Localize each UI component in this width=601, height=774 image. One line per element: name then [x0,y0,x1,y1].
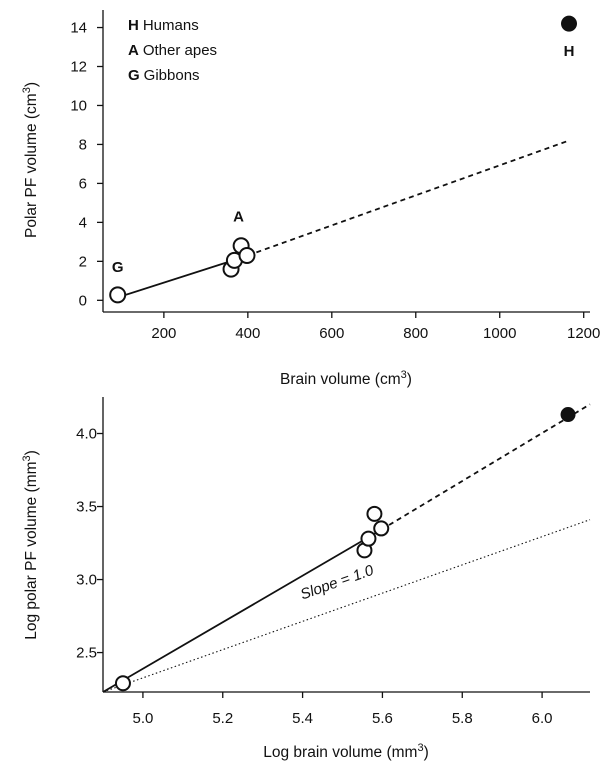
chart-top-y-tick-label: 0 [79,292,87,309]
chart-top-x-tick-label: 200 [151,325,176,342]
chart-top-data-point-human [561,15,578,32]
chart-top-x-tick-label: 1000 [483,325,516,342]
chart-top-points [109,15,578,304]
slope-reference-line [102,519,591,693]
chart-bottom-x-tick-label: 5.6 [372,710,393,727]
chart-bottom-data-point-open [114,675,131,692]
chart-bottom-y-tick-label: 3.5 [76,499,97,516]
chart-bottom-x-axis-title: Log brain volume (mm3) [263,742,429,761]
chart-top-y-tick-label: 8 [79,136,87,153]
chart-top-y-tick-label: 12 [70,59,87,76]
chart-top-y-tick-label: 2 [79,253,87,270]
chart-top-x-axis-title: Brain volume (cm3) [280,369,412,388]
chart-bottom-data-point-open [366,505,383,522]
chart-top-data-point-open [109,286,127,304]
chart-top-ticks: 200 400 600 800 1000 1200 0 2 4 6 8 10 12 14 [70,20,600,342]
chart-bottom-points [114,407,576,692]
chart-top: 200 400 600 800 1000 1200 0 2 4 6 8 10 12 14 G A H H Hum… [21,10,600,388]
chart-bottom: 5.0 5.2 5.4 5.6 5.8 6.0 2.5 3.0 3.5 4.0 Slope = 1… [21,397,591,761]
chart-top-point-label: H [564,43,575,60]
chart-bottom-data-point-human [560,407,576,423]
chart-bottom-y-tick-label: 4.0 [76,426,97,443]
chart-bottom-y-tick-label: 2.5 [76,645,97,662]
chart-top-y-tick-label: 6 [79,175,87,192]
chart-bottom-ticks: 5.0 5.2 5.4 5.6 5.8 6.0 2.5 3.0 3.5 4.0 [76,426,552,727]
chart-top-fit-line-solid [117,257,240,299]
chart-top-point-label: G [112,259,124,276]
chart-top-lines [117,139,570,299]
chart-top-x-tick-label: 1200 [567,325,600,342]
legend-entry-gibbons: G Gibbons [128,67,200,84]
chart-bottom-axes [102,397,590,693]
chart-bottom-x-tick-label: 6.0 [532,710,553,727]
legend-entry-other-apes: A Other apes [128,42,217,59]
chart-top-y-tick-label: 14 [70,20,87,37]
chart-bottom-fit-line-solid [102,533,375,693]
chart-top-x-tick-label: 800 [403,325,428,342]
chart-top-point-label: A [233,208,244,225]
chart-top-point-labels: G A H [112,43,575,276]
chart-bottom-x-tick-label: 5.0 [132,710,153,727]
chart-top-legend: H Humans A Other apes G Gibbons [128,17,217,84]
legend-entry-humans: H Humans [128,17,199,34]
chart-bottom-y-axis-title: Log polar PF volume (mm3) [21,450,40,640]
chart-top-x-tick-label: 600 [319,325,344,342]
chart-bottom-lines [102,403,591,693]
chart-top-data-point-open [238,246,256,264]
chart-bottom-x-tick-label: 5.4 [292,710,313,727]
chart-top-y-tick-label: 10 [70,97,87,114]
chart-bottom-y-tick-label: 3.0 [76,572,97,589]
chart-top-fit-line-dashed [239,139,570,260]
chart-bottom-fit-line-dashed [373,403,591,536]
chart-top-y-axis-title: Polar PF volume (cm3) [21,82,40,238]
chart-bottom-data-point-open [373,520,390,537]
chart-bottom-x-tick-label: 5.8 [452,710,473,727]
chart-bottom-x-tick-label: 5.2 [212,710,233,727]
slope-annotation: Slope = 1.0 [298,562,376,604]
chart-bottom-data-point-open [360,530,377,547]
chart-top-x-tick-label: 400 [235,325,260,342]
chart-top-y-tick-label: 4 [79,214,87,231]
